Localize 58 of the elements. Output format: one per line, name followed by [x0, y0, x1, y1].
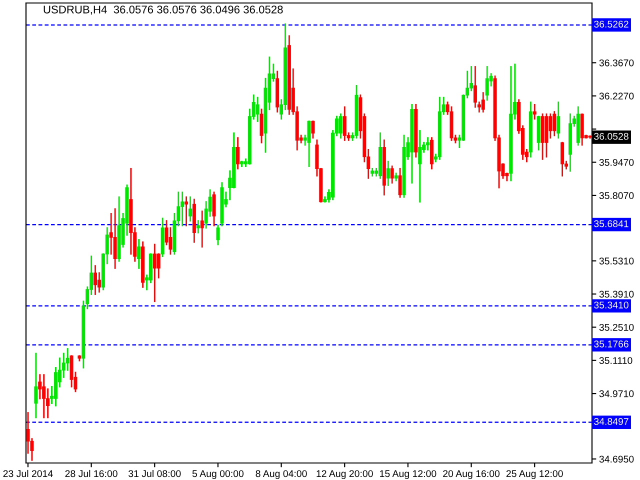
candlestick [34, 352, 38, 418]
y-tick-label: 35.3910 [599, 290, 634, 298]
candlestick [137, 239, 141, 269]
candlestick [188, 196, 192, 222]
x-tick-label: 23 Jul 2014 [3, 470, 53, 478]
x-tick-label: 25 Aug 12:00 [506, 470, 563, 480]
candlestick [311, 120, 315, 139]
x-tick-label: 5 Aug 00:00 [192, 470, 244, 480]
ref-line-label: 35.1766 [594, 340, 628, 348]
candlestick [481, 92, 485, 112]
candlestick [532, 104, 536, 120]
y-tick-label: 34.6950 [599, 456, 634, 463]
candlestick [560, 142, 564, 176]
candlestick [113, 208, 117, 269]
candlestick [386, 160, 390, 186]
candlestick [552, 111, 556, 136]
y-tick-label: 35.8070 [599, 192, 634, 200]
ref-line-label: 35.3410 [594, 302, 628, 308]
candlestick [196, 220, 200, 234]
candlestick [180, 192, 184, 226]
y-tick-label: 36.2270 [599, 92, 634, 100]
candlestick [156, 253, 160, 278]
candlestick [430, 137, 434, 170]
candlestick [94, 265, 97, 295]
candlestick [42, 374, 46, 418]
y-tick-label: 34.9710 [599, 390, 634, 398]
y-tick-label: 35.5310 [599, 258, 634, 264]
candlestick [184, 196, 188, 226]
ref-line-label: 35.6841 [594, 220, 628, 228]
x-tick-label: 8 Aug 04:00 [256, 470, 307, 480]
x-tick-label: 31 Jul 08:00 [128, 470, 181, 478]
candlestick [390, 166, 394, 184]
candlestick [152, 244, 156, 302]
candlestick [580, 113, 584, 146]
x-tick-label: 20 Aug 16:00 [443, 470, 500, 480]
candlestick [485, 66, 489, 101]
y-tick-label: 35.9470 [599, 158, 634, 166]
text: 36.0528 [594, 132, 628, 140]
candlestick [418, 130, 422, 203]
y-tick-label: 35.2510 [599, 324, 634, 331]
candlestick [398, 168, 402, 198]
ref-line-label: 34.8497 [594, 418, 628, 425]
candlestick [200, 210, 204, 248]
candlestick [556, 102, 560, 139]
x-tick-label: 15 Aug 12:00 [380, 470, 436, 480]
candlestick [342, 106, 346, 141]
candlestick [548, 113, 552, 139]
candlestick [256, 96, 260, 122]
y-tick-label: 36.3670 [599, 59, 634, 66]
y-tick-label: 35.1110 [599, 357, 632, 364]
x-tick-label: 12 Aug 20:00 [316, 470, 373, 480]
candlestick [236, 137, 240, 170]
ref-line-label: 36.5262 [594, 20, 628, 28]
candlestick [338, 113, 342, 139]
x-tick-label: 28 Jul 16:00 [65, 470, 118, 478]
candlestick [426, 137, 430, 150]
chart-title: USDRUB,H4 36.0576 36.0576 36.0496 36.0528 [44, 6, 283, 15]
candlestick [216, 224, 220, 246]
